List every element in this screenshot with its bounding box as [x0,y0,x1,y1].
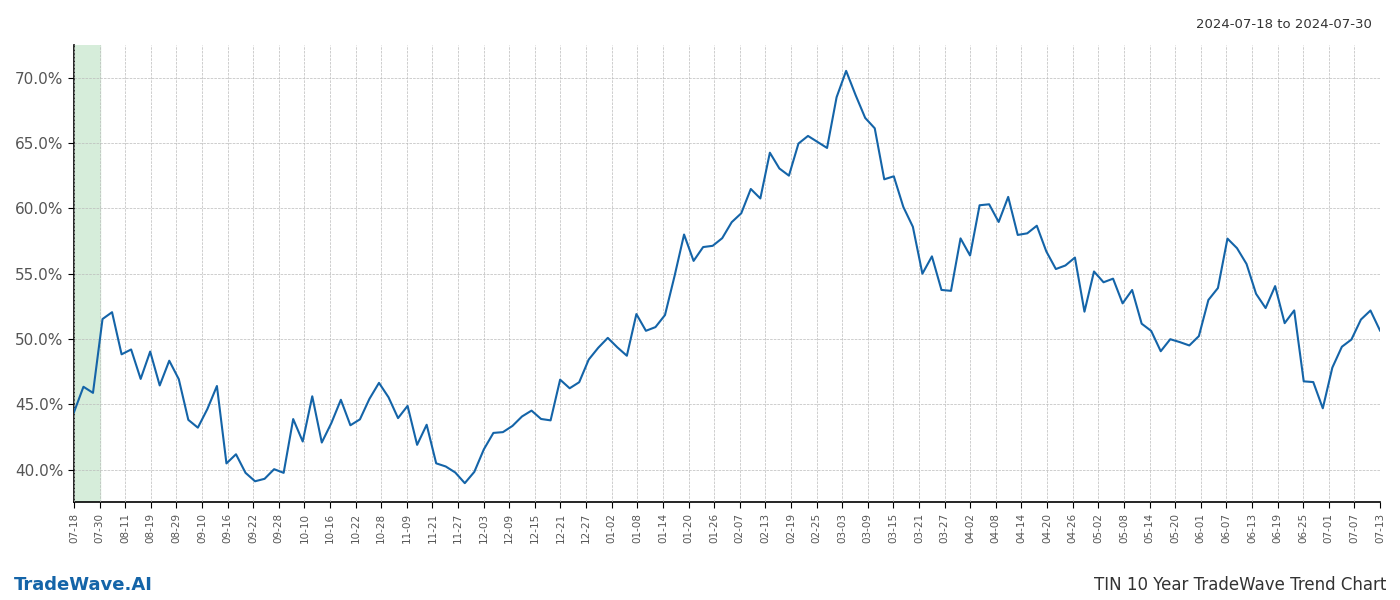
Bar [74,45,99,502]
Text: 2024-07-18 to 2024-07-30: 2024-07-18 to 2024-07-30 [1196,18,1372,31]
Text: TradeWave.AI: TradeWave.AI [14,576,153,594]
Text: TIN 10 Year TradeWave Trend Chart: TIN 10 Year TradeWave Trend Chart [1093,576,1386,594]
